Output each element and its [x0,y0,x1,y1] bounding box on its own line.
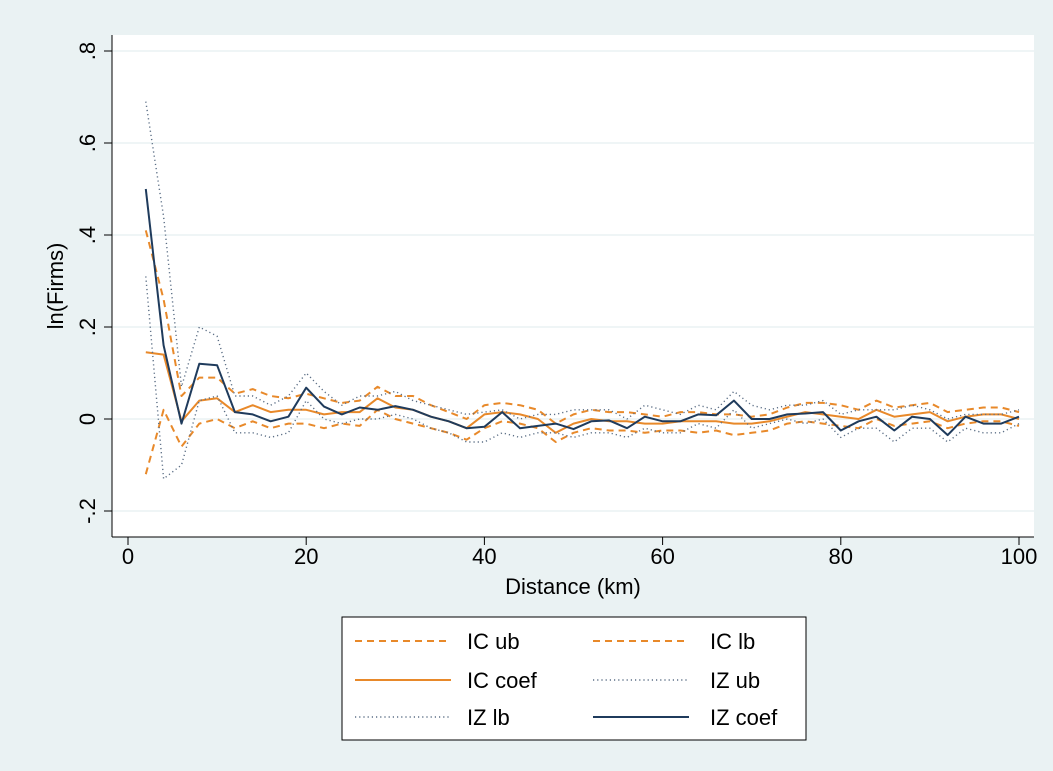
y-tick-label: .2 [75,318,100,336]
legend: IC ub IC lb IC coef IZ ub IZ lb IZ coef [341,616,807,741]
x-axis-title: Distance (km) [505,574,641,599]
legend-label: IZ coef [710,705,778,730]
y-tick-label: .6 [75,134,100,152]
x-tick-label: 20 [294,544,318,569]
legend-label: IZ lb [467,705,510,730]
y-tick-label: .8 [75,42,100,60]
series-line-ic-coef [145,351,1020,434]
y-axis-title: ln(Firms) [43,243,68,330]
axes: -.2 0 .2 .4 .6 .8 0 20 40 60 80 100 [75,35,1037,569]
x-tick-label: 60 [650,544,674,569]
y-tick-label: 0 [75,413,100,425]
legend-label: IC ub [467,629,520,654]
series-lines [144,101,1020,480]
x-tick-label: 40 [472,544,496,569]
x-tick-label: 80 [829,544,853,569]
series-line-ic-lb [144,408,1020,475]
plot-background [112,35,1034,537]
series-line-ic-ub [144,230,1020,425]
x-tick-label: 100 [1001,544,1038,569]
legend-label: IC lb [710,629,755,654]
series-line-iz-lb [145,276,1020,480]
series-line-iz-coef [144,188,1020,437]
legend-box [341,616,807,741]
x-tick-label: 0 [122,544,134,569]
legend-label: IZ ub [710,668,760,693]
y-tick-label: -.2 [75,498,100,524]
y-tick-label: .4 [75,226,100,244]
legend-label: IC coef [467,668,538,693]
